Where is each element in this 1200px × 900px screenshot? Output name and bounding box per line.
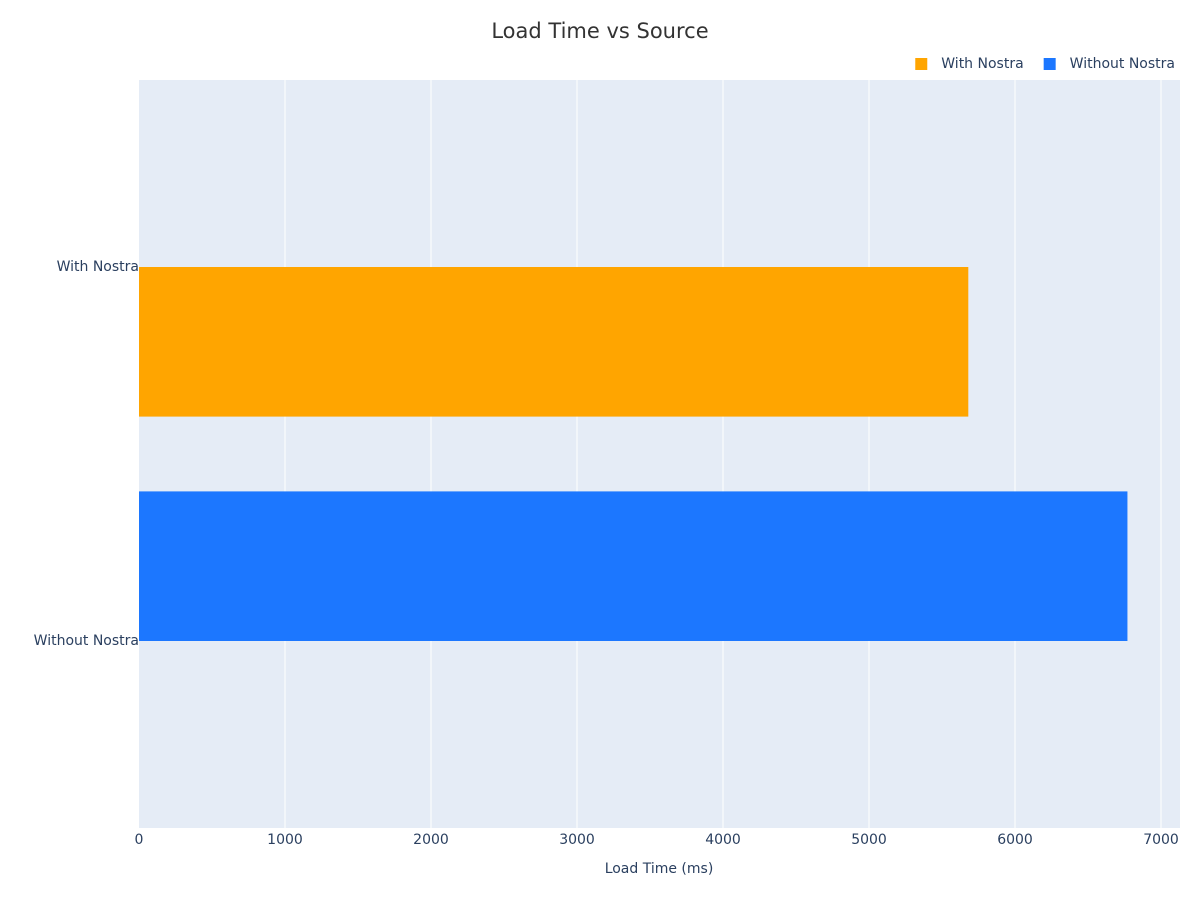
x-tick-label: 3000 [559,832,595,848]
legend-label: With Nostra [941,56,1023,72]
legend-label: Without Nostra [1070,56,1175,72]
x-tick-label: 6000 [997,832,1033,848]
chart-title: Load Time vs Source [491,19,708,43]
x-tick-label: 5000 [851,832,887,848]
bar [139,267,969,417]
x-tick-label: 2000 [413,832,449,848]
x-tick-label: 0 [135,832,144,848]
bar [139,491,1128,641]
x-tick-label: 1000 [267,832,303,848]
legend-swatch [915,58,928,70]
x-tick-label: 4000 [705,832,741,848]
legend-swatch [1043,58,1056,70]
y-tick-label: Without Nostra [34,633,139,649]
y-tick-label: With Nostra [57,259,139,275]
plot-area [139,80,1180,828]
x-tick-label: 7000 [1143,832,1179,848]
x-axis-title: Load Time (ms) [605,861,714,877]
